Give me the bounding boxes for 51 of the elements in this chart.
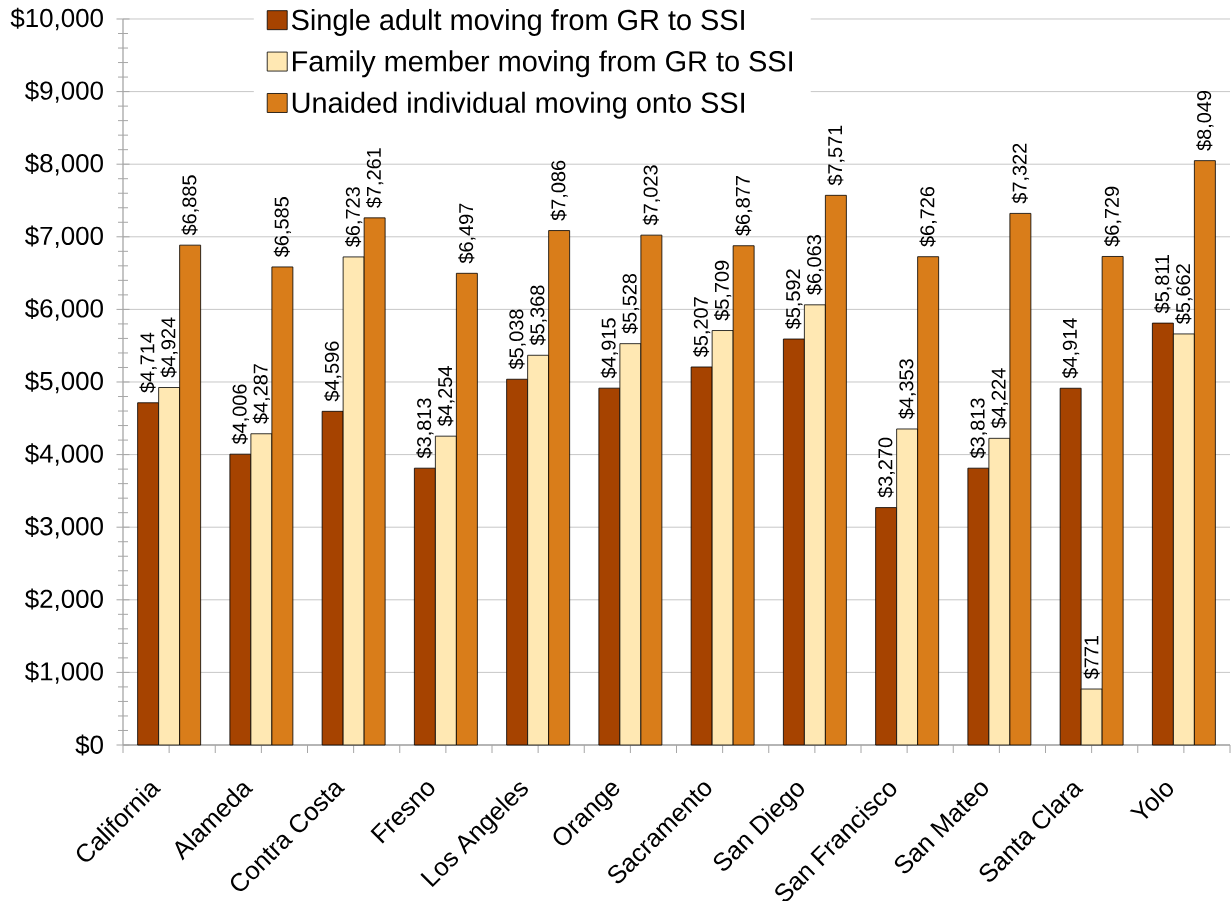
data-label: $5,811	[1154, 254, 1172, 314]
y-tick-label: $3,000	[25, 515, 103, 539]
data-label: $5,592	[785, 269, 803, 330]
y-tick-label: $5,000	[25, 370, 103, 394]
y-tick-label: $0	[75, 734, 103, 756]
data-label: $7,023	[642, 165, 661, 226]
data-label: $4,596	[323, 341, 342, 402]
data-label: $4,914	[1061, 318, 1080, 379]
data-label: $6,726	[919, 186, 937, 247]
data-label: $4,924	[160, 317, 178, 378]
data-label: $5,368	[529, 285, 547, 346]
data-label: $5,662	[1175, 264, 1193, 325]
data-label: $6,729	[1103, 186, 1122, 247]
legend-label: Family member moving from GR to SSI	[293, 50, 792, 78]
data-label: $4,353	[898, 359, 916, 420]
y-tick-label: $2,000	[25, 588, 103, 612]
data-label: $7,086	[550, 160, 568, 221]
data-label: $3,813	[969, 398, 988, 459]
data-label: $6,885	[181, 175, 199, 236]
legend-label: Unaided individual moving onto SSI	[292, 91, 744, 119]
data-label: $8,049	[1196, 90, 1214, 151]
data-label: $6,585	[273, 197, 292, 258]
data-label: $3,270	[877, 437, 895, 498]
data-label: $5,038	[508, 309, 526, 370]
y-tick-label: $1,000	[25, 661, 103, 684]
y-tick-label: $4,000	[25, 443, 103, 466]
data-label: $6,723	[344, 187, 363, 247]
data-label: $5,709	[713, 260, 732, 321]
y-tick-label: $6,000	[25, 298, 103, 321]
data-label: $6,063	[806, 235, 824, 295]
data-label: $6,497	[458, 203, 476, 264]
y-tick-label: $9,000	[25, 80, 103, 103]
y-tick-label: $7,000	[25, 225, 103, 249]
data-label: $771	[1083, 635, 1100, 680]
data-label: $7,571	[827, 125, 845, 186]
data-label: $5,207	[692, 297, 711, 358]
y-tick-label: $8,000	[25, 152, 103, 176]
legend-label: Single adult moving from GR to SSI	[291, 8, 744, 36]
data-label: $5,528	[621, 273, 640, 334]
data-label: $4,287	[252, 364, 271, 424]
data-label: $4,254	[437, 366, 455, 427]
data-label: $4,714	[139, 332, 157, 393]
data-label: $6,877	[734, 176, 753, 236]
data-label: $7,322	[1011, 143, 1030, 204]
data-label: $4,915	[600, 318, 619, 379]
data-label: $4,224	[990, 368, 1009, 429]
x-tick-label: Yolo	[1129, 783, 1174, 819]
data-label: $7,261	[365, 148, 384, 208]
data-label: $3,813	[416, 398, 434, 459]
y-tick-label: $10,000	[10, 7, 103, 31]
data-label: $4,006	[231, 384, 250, 445]
